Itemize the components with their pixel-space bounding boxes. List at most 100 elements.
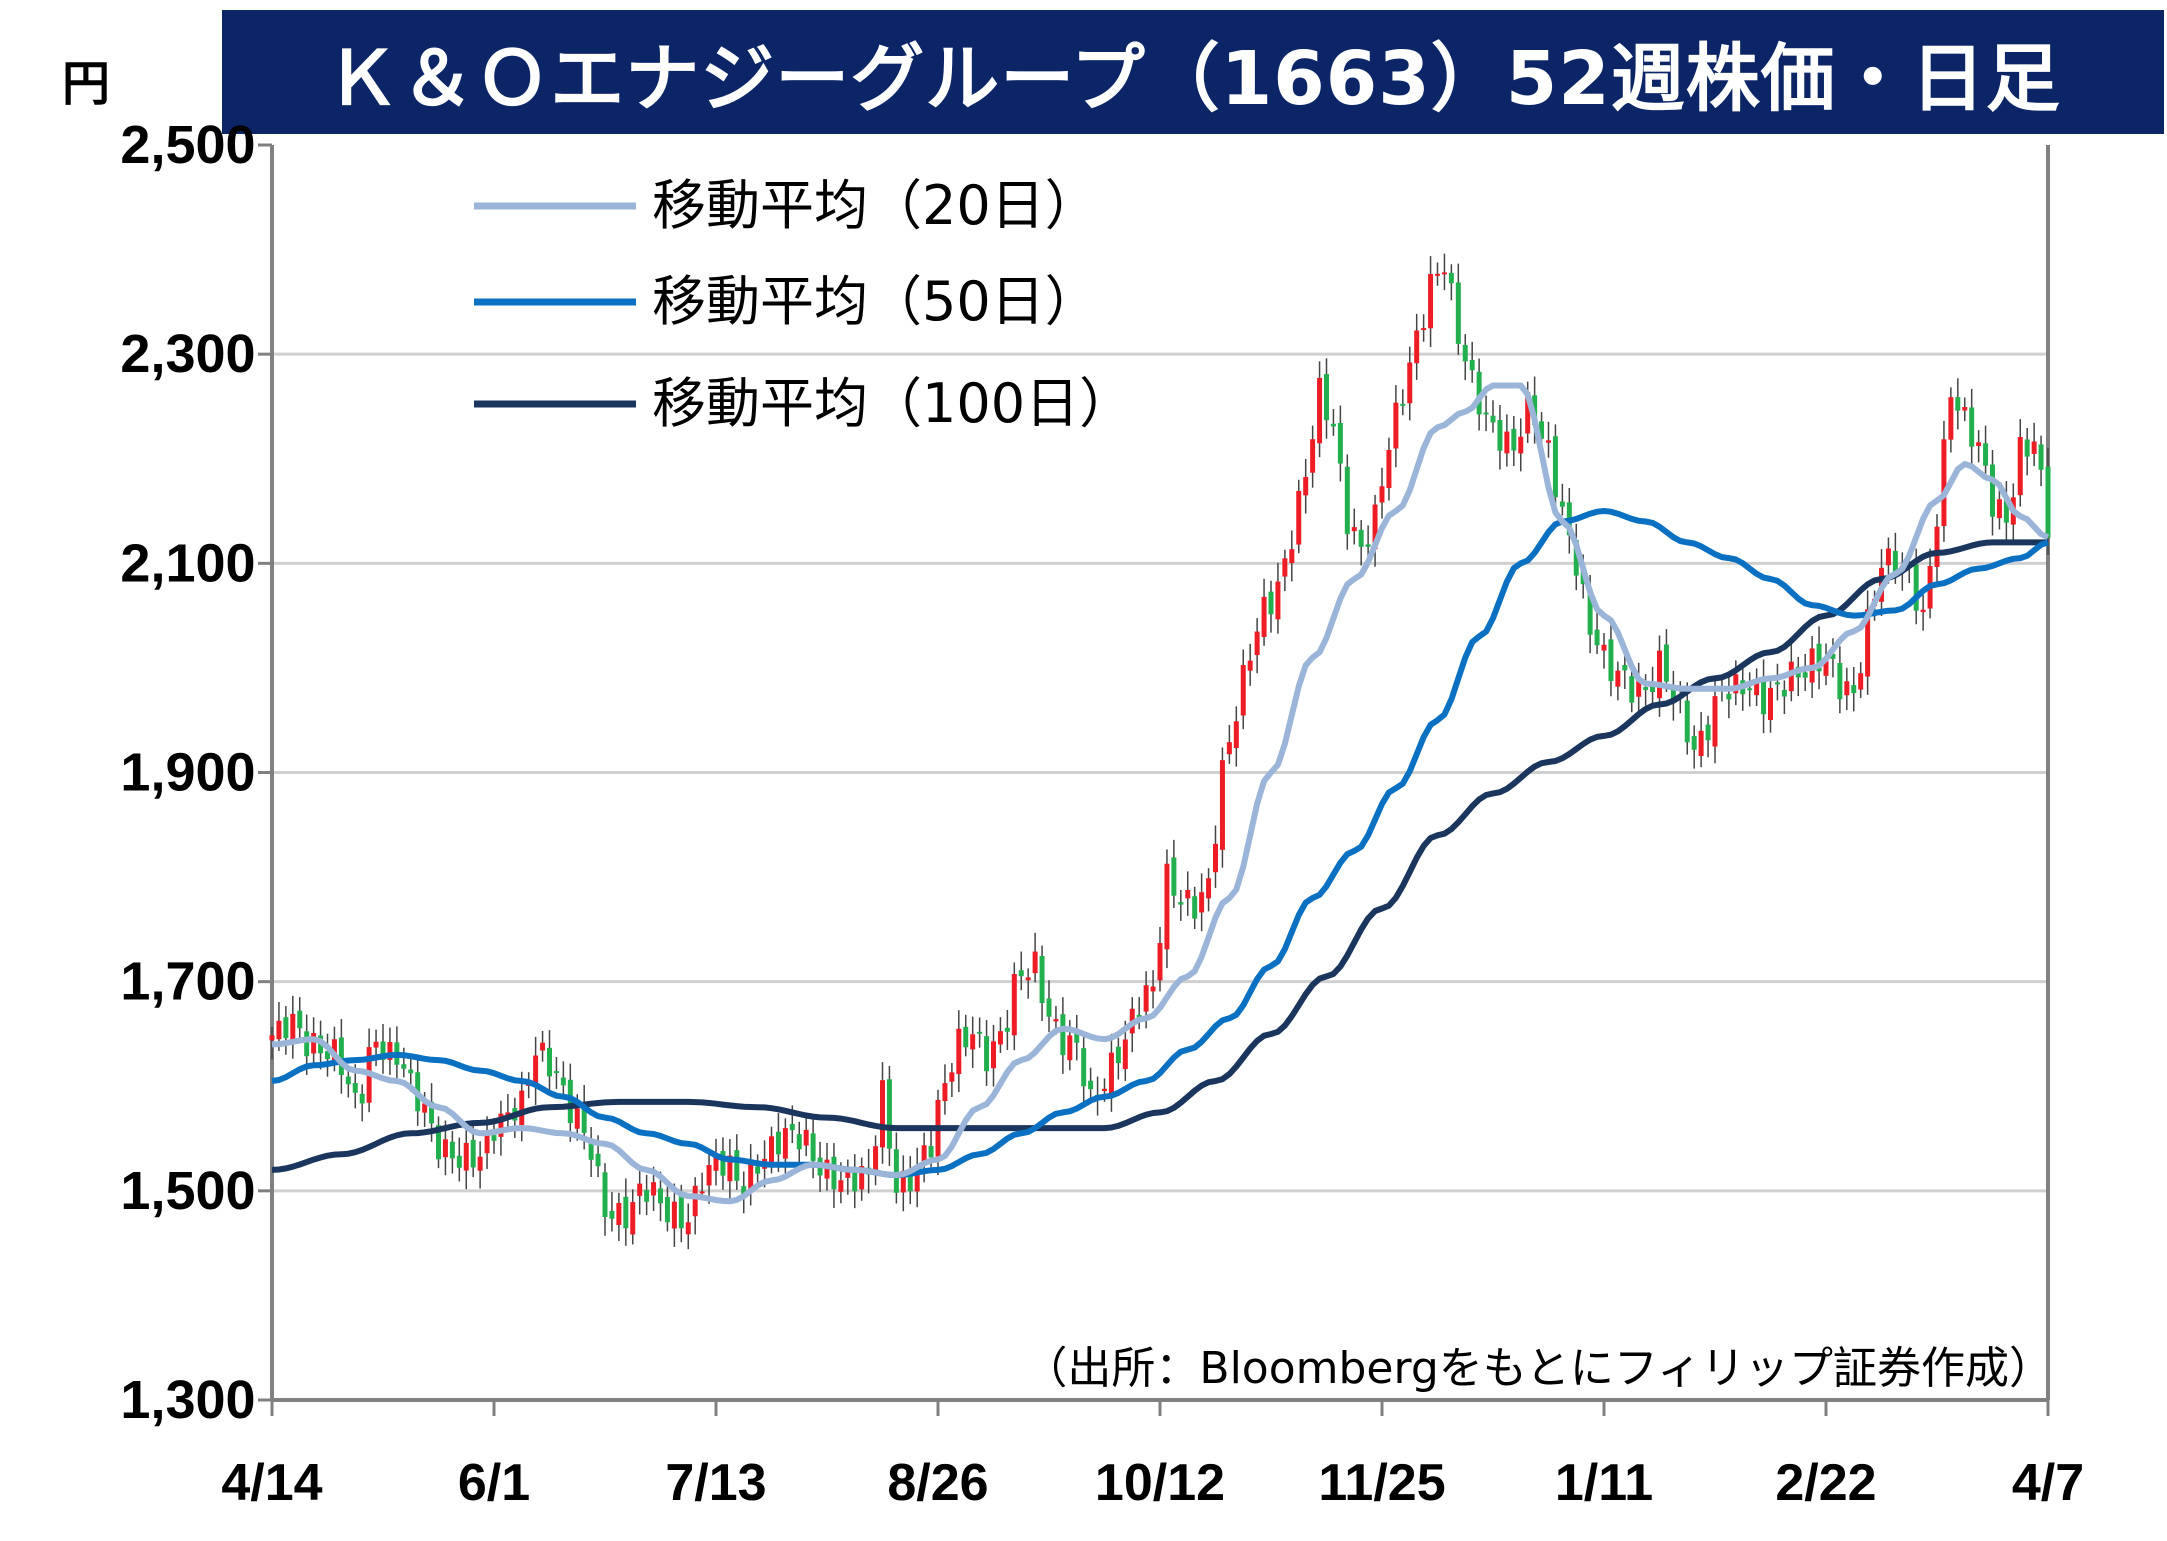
candle-up — [1143, 985, 1149, 1012]
candle-down — [1608, 639, 1614, 682]
candle-down — [1726, 693, 1732, 700]
candle-down — [1511, 428, 1517, 451]
candle-down — [2038, 444, 2044, 470]
candle-up — [1948, 397, 1954, 440]
legend-label: 移動平均（50日） — [652, 270, 1099, 333]
candle-up — [442, 1139, 448, 1158]
candle-up — [331, 1039, 337, 1062]
candle-up — [574, 1108, 580, 1129]
candle-down — [977, 1031, 983, 1034]
candle-up — [706, 1164, 712, 1186]
candle-down — [1691, 735, 1697, 750]
candle-up — [1754, 682, 1760, 696]
candle-down — [1462, 344, 1468, 362]
candle-up — [769, 1136, 774, 1164]
candle-up — [1164, 863, 1170, 950]
candles — [269, 253, 2051, 1250]
candle-down — [1552, 436, 1558, 498]
candle-up — [997, 1031, 1003, 1045]
candle-up — [373, 1041, 379, 1048]
candle-up — [713, 1156, 719, 1171]
candle-up — [1254, 631, 1260, 656]
candle-down — [893, 1149, 899, 1193]
candle-up — [727, 1155, 733, 1182]
candle-up — [1407, 362, 1413, 404]
candle-up — [1296, 490, 1302, 545]
candle-up — [1053, 1019, 1059, 1022]
candle-down — [1955, 397, 1961, 411]
candle-down — [345, 1076, 351, 1085]
legend-label: 移動平均（20日） — [652, 174, 1099, 237]
candle-up — [692, 1185, 698, 1217]
candle-down — [609, 1210, 615, 1219]
candle-up — [1546, 440, 1551, 443]
candle-up — [616, 1203, 622, 1225]
candle-up — [699, 1191, 705, 1194]
candle-up — [311, 1032, 317, 1054]
candle-up — [1768, 687, 1773, 721]
x-tick-label: 10/12 — [1095, 1454, 1225, 1512]
candle-down — [325, 1051, 330, 1060]
candle-down — [1587, 589, 1593, 635]
candle-up — [1712, 696, 1718, 747]
candle-down — [664, 1197, 670, 1223]
candle-down — [1802, 672, 1808, 678]
candle-down — [1684, 700, 1690, 743]
candle-up — [1122, 1039, 1128, 1070]
candle-up — [1885, 548, 1891, 566]
candle-up — [845, 1170, 851, 1178]
candle-down — [644, 1189, 650, 1202]
y-tick-label: 1,900 — [120, 743, 255, 803]
candle-up — [1920, 609, 1926, 613]
candle-up — [630, 1202, 636, 1235]
candle-up — [671, 1201, 677, 1229]
x-tick-label: 7/13 — [665, 1454, 766, 1512]
candle-down — [1913, 564, 1919, 611]
candle-down — [928, 1145, 934, 1158]
candle-down — [1330, 423, 1336, 427]
ma100-line — [271, 539, 2048, 1173]
candle-down — [491, 1135, 497, 1141]
source-note: （出所：Bloombergをもとにフィリップ証券作成） — [1023, 1343, 2053, 1394]
candle-down — [429, 1101, 435, 1124]
candle-down — [352, 1083, 358, 1093]
candle-up — [540, 1042, 546, 1051]
candle-up — [498, 1113, 504, 1137]
candle-up — [956, 1028, 962, 1075]
candle-up — [276, 1020, 282, 1040]
axes — [258, 143, 2050, 1416]
candle-up — [1518, 436, 1524, 454]
candle-up — [873, 1146, 879, 1174]
candle-down — [720, 1151, 726, 1176]
y-tick-label: 2,100 — [120, 533, 255, 593]
y-tick-label: 1,300 — [120, 1370, 255, 1430]
candle-down — [283, 1017, 289, 1039]
candle-up — [1615, 670, 1621, 687]
candle-up — [477, 1156, 483, 1171]
candle-up — [1011, 974, 1017, 1036]
candle-up — [1996, 499, 2002, 519]
candle-up — [1275, 581, 1281, 620]
candle-up — [1962, 407, 1968, 411]
candle-down — [1455, 282, 1461, 344]
candle-up — [1226, 742, 1232, 755]
candle-up — [1601, 644, 1607, 651]
candle-down — [1018, 970, 1024, 977]
grid-lines — [272, 352, 2048, 1193]
candle-down — [1497, 420, 1503, 451]
candle-up — [1733, 674, 1739, 694]
candle-down — [380, 1041, 386, 1060]
candle-up — [1199, 892, 1205, 913]
candle-up — [1219, 760, 1225, 850]
candle-down — [456, 1155, 462, 1168]
candle-down — [1761, 677, 1767, 715]
candle-up — [1025, 977, 1031, 981]
candle-up — [1206, 878, 1212, 899]
candle-up — [1441, 272, 1447, 275]
candle-down — [1816, 643, 1822, 672]
candle-down — [1365, 544, 1371, 547]
candle-up — [1150, 986, 1156, 992]
candle-up — [533, 1055, 539, 1087]
candle-down — [1476, 371, 1482, 415]
